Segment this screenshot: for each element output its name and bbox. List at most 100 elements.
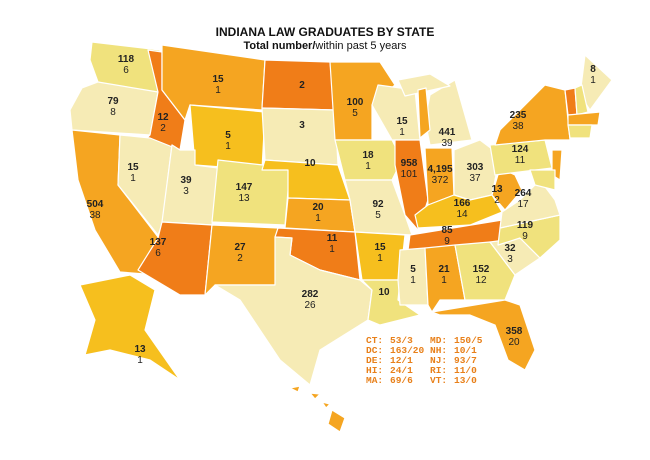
state-recent: 5 [375,210,381,221]
state-recent: 6 [155,248,161,259]
map-subtitle: Total number/within past 5 years [243,40,407,52]
state-total: 13 [491,184,503,195]
state-total: 20 [312,202,324,213]
state-recent: 1 [365,161,371,172]
state-label: 958 101 [401,158,418,180]
state [397,247,429,306]
state-total: 166 [454,198,471,209]
state [214,236,373,386]
small-states-list: CT: 53/3 DC: 163/20 DE: 12/1 HI: 24/1 MA: 69/6 MD:… [366,335,483,386]
state-recent: 1 [329,244,335,255]
state-total: 32 [504,243,516,254]
state-label: 264 17 [515,188,532,210]
state-total: 15 [212,74,224,85]
state-total: 119 [517,220,534,231]
legend-value: 12/1 [390,355,413,366]
state-recent: 2 [237,253,243,264]
legend-state: RI: [430,365,447,376]
map-title: INDIANA LAW GRADUATES BY STATE [216,25,435,39]
state [261,107,339,166]
state-total: 235 [510,110,527,121]
state-total: 2 [299,80,305,91]
state-label: 15 1 [212,74,224,96]
state-label: 282 26 [302,289,319,311]
state-recent: 1 [441,275,447,286]
state-total: 4,195 [427,164,452,175]
state-total: 21 [438,264,450,275]
subtitle-bold: Total number/ [243,40,315,52]
state [579,54,613,111]
legend-state: MA: [366,375,383,386]
legend-state: VT: [430,375,447,386]
state-total: 92 [372,199,384,210]
state-label: 27 2 [234,242,246,264]
state-recent: 8 [110,107,116,118]
state [454,241,516,301]
state-label: 100 5 [347,97,364,119]
state-recent: 2 [494,195,500,206]
state-label: 137 6 [150,237,167,259]
state-recent: 1 [215,85,221,96]
state-label: 15 1 [374,242,386,264]
state-total: 13 [134,344,146,355]
state-recent: 11 [515,155,526,166]
legend-value: 150/5 [454,335,483,346]
state [394,139,429,231]
state-recent: 20 [508,337,520,348]
legend-value: 53/3 [390,335,413,346]
state-total: 10 [378,287,390,298]
state-total: 358 [506,326,523,337]
state [309,392,321,400]
state-total: 303 [467,162,484,173]
legend-state: NH: [430,345,447,356]
state-total: 5 [225,130,231,141]
state-recent: 38 [512,121,524,132]
state-recent: 26 [304,300,316,311]
state [567,124,593,139]
state-total: 282 [302,289,319,300]
state-recent: 14 [456,209,468,220]
state-recent: 37 [469,173,481,184]
state-recent: 1 [137,355,143,366]
state-label: 21 1 [438,264,450,286]
state-recent: 1 [377,253,383,264]
state-total: 11 [327,233,338,244]
state [397,73,451,97]
legend-state: MD: [430,335,447,346]
state-total: 27 [234,242,246,253]
state-total: 79 [107,96,119,107]
state-label: 85 9 [441,225,453,247]
state-total: 39 [180,175,192,186]
state-label: 235 38 [510,110,527,132]
state-label: 12 2 [157,112,169,134]
state-label: 166 14 [454,198,471,220]
state-recent: 101 [401,169,418,180]
state [494,84,571,146]
state-total: 124 [512,144,529,155]
state-recent: 1 [410,275,416,286]
legend-value: 93/7 [454,355,477,366]
state-total: 12 [157,112,169,123]
state-total: 958 [401,158,418,169]
state-recent: 17 [517,199,529,210]
state-total: 147 [236,182,253,193]
state-label: 32 3 [504,243,516,265]
legend-value: 13/0 [454,375,477,386]
subtitle: within past 5 years [314,40,407,52]
state-recent: 3 [507,254,513,265]
legend-value: 69/6 [390,375,413,386]
state [574,84,589,116]
state-label: 10 [304,158,316,169]
state-recent: 372 [432,175,449,186]
state-recent: 38 [89,210,101,221]
state-label: 15 1 [396,116,408,138]
legend-state: CT: [366,335,383,346]
state [431,299,536,371]
state [321,401,331,409]
state-recent: 12 [475,275,487,286]
state-label: 3 [299,120,305,131]
state-total: 15 [374,242,386,253]
state-total: 8 [590,64,596,75]
